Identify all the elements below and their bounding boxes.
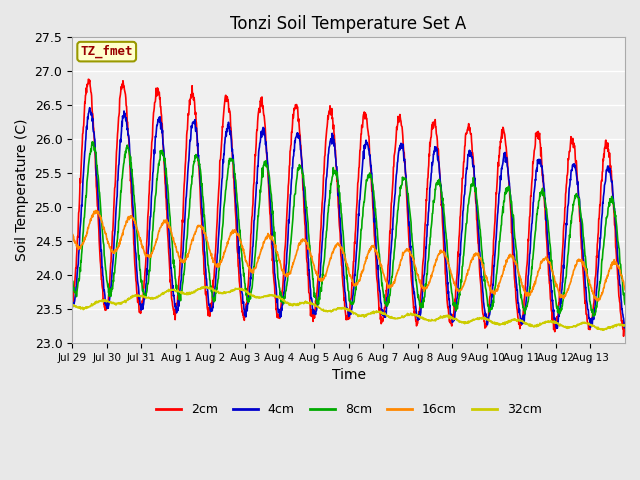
- 32cm: [155, 293, 163, 299]
- 32cm: [479, 315, 487, 321]
- 2cm: [621, 320, 629, 326]
- 32cm: [621, 323, 629, 329]
- 4cm: [614, 265, 622, 271]
- 32cm: [599, 327, 607, 333]
- 2cm: [335, 204, 342, 210]
- 32cm: [560, 324, 568, 330]
- 2cm: [614, 277, 622, 283]
- Title: Tonzi Soil Temperature Set A: Tonzi Soil Temperature Set A: [230, 15, 467, 33]
- 16cm: [560, 292, 568, 298]
- Line: 8cm: 8cm: [72, 142, 625, 316]
- Y-axis label: Soil Temperature (C): Soil Temperature (C): [15, 119, 29, 262]
- 4cm: [155, 115, 163, 120]
- 8cm: [621, 301, 629, 307]
- 4cm: [553, 325, 561, 331]
- 4cm: [561, 248, 568, 253]
- Line: 4cm: 4cm: [72, 108, 625, 328]
- Text: TZ_fmet: TZ_fmet: [81, 45, 133, 58]
- 4cm: [621, 322, 629, 327]
- 4cm: [68, 300, 76, 306]
- 2cm: [324, 113, 332, 119]
- 16cm: [595, 298, 602, 304]
- 16cm: [614, 263, 622, 269]
- 16cm: [92, 207, 100, 213]
- 2cm: [560, 220, 568, 226]
- 16cm: [324, 264, 332, 270]
- 8cm: [479, 263, 487, 268]
- 16cm: [335, 242, 342, 248]
- 2cm: [620, 334, 627, 339]
- 16cm: [479, 265, 487, 271]
- 32cm: [614, 322, 622, 327]
- 8cm: [560, 291, 568, 297]
- 4cm: [479, 291, 487, 297]
- X-axis label: Time: Time: [332, 368, 365, 382]
- Legend: 2cm, 4cm, 8cm, 16cm, 32cm: 2cm, 4cm, 8cm, 16cm, 32cm: [150, 398, 547, 421]
- Line: 32cm: 32cm: [72, 287, 625, 330]
- 8cm: [614, 242, 622, 248]
- 8cm: [324, 210, 332, 216]
- 4cm: [335, 193, 342, 199]
- 2cm: [155, 90, 163, 96]
- 8cm: [88, 139, 96, 144]
- Line: 16cm: 16cm: [72, 210, 625, 301]
- 32cm: [200, 284, 208, 289]
- 8cm: [589, 313, 597, 319]
- 16cm: [155, 228, 163, 234]
- 2cm: [479, 312, 487, 318]
- 32cm: [324, 309, 332, 314]
- 8cm: [335, 185, 342, 191]
- 8cm: [68, 278, 76, 284]
- 32cm: [335, 305, 342, 311]
- 8cm: [155, 162, 163, 168]
- 2cm: [68, 305, 76, 311]
- 2cm: [85, 76, 93, 82]
- 4cm: [86, 105, 93, 110]
- 16cm: [68, 231, 76, 237]
- 32cm: [68, 302, 76, 308]
- 16cm: [621, 287, 629, 293]
- 4cm: [324, 158, 332, 164]
- Line: 2cm: 2cm: [72, 79, 625, 336]
